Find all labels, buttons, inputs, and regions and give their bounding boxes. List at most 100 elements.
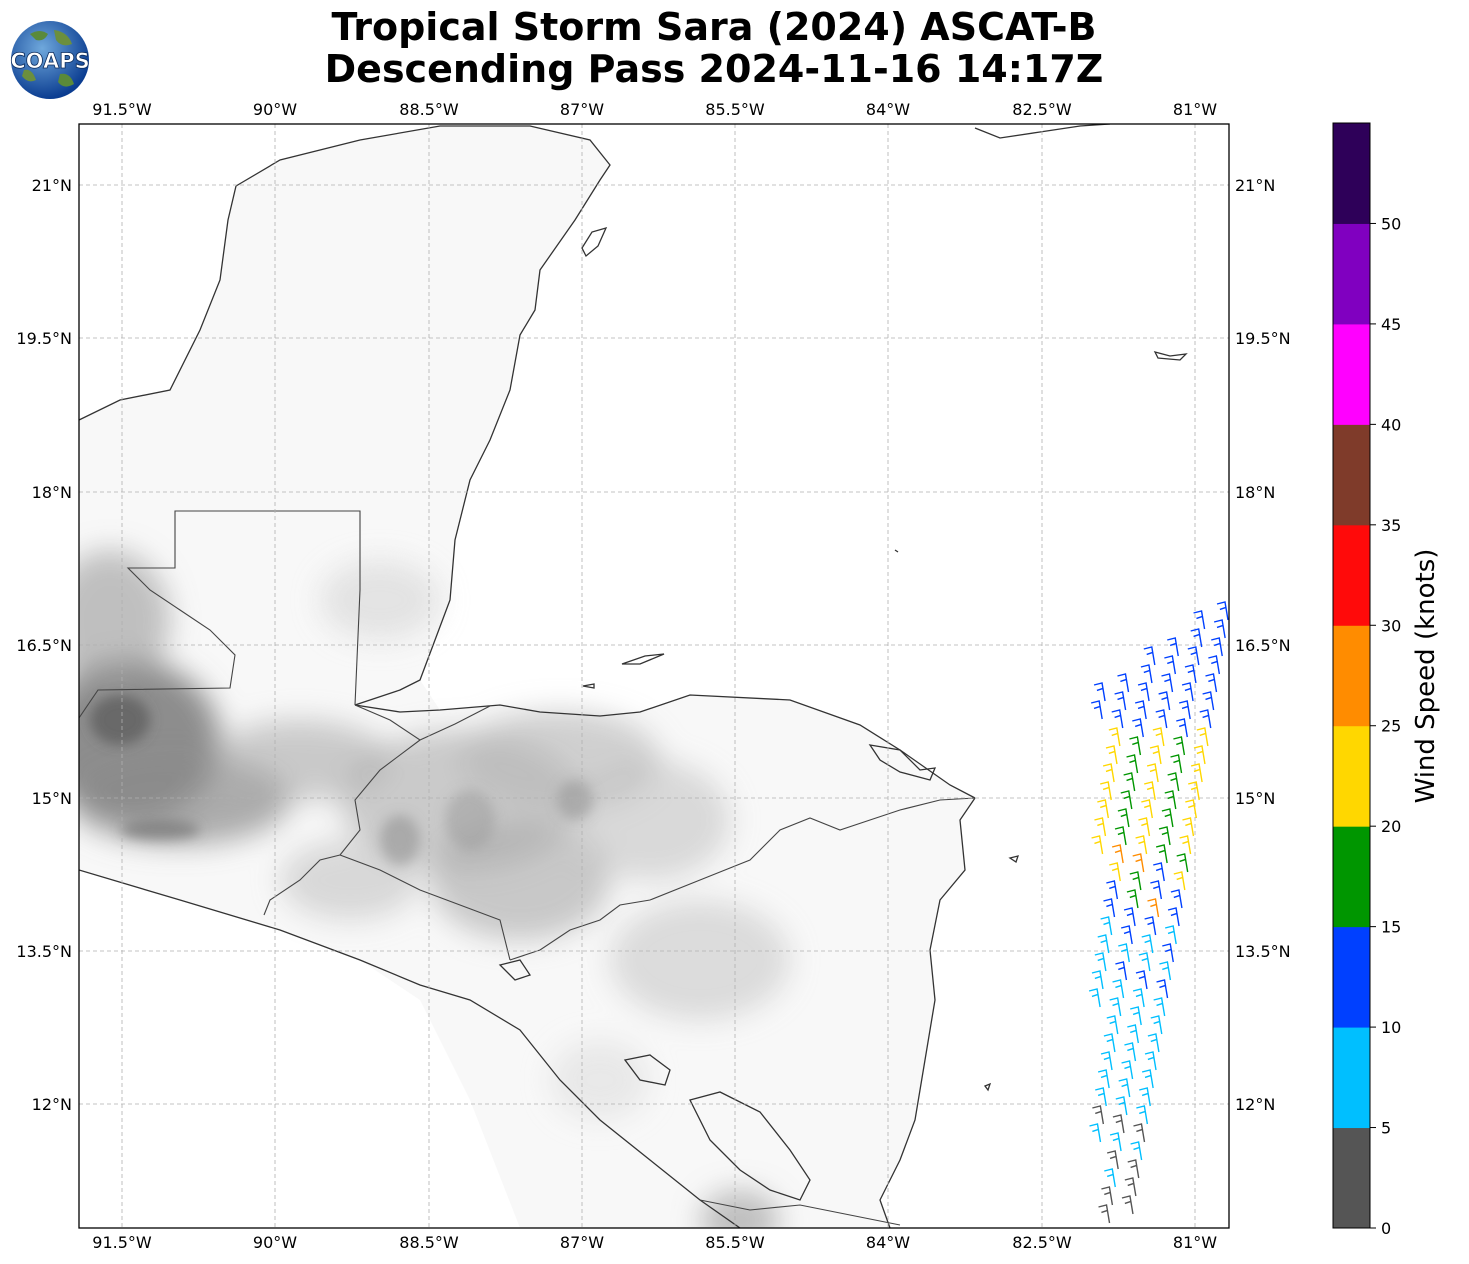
wind-barb xyxy=(1123,772,1136,792)
wind-barb xyxy=(1098,1204,1111,1224)
wind-barb xyxy=(1123,907,1136,927)
colorbar-tick-label: 20 xyxy=(1381,817,1401,836)
wind-barb xyxy=(1149,745,1162,765)
wind-barb xyxy=(1121,1060,1134,1080)
wind-barb xyxy=(1158,691,1171,711)
wind-barb xyxy=(1153,997,1166,1017)
colorbar-tick-label: 35 xyxy=(1381,516,1401,535)
wind-barb xyxy=(1091,970,1104,990)
coastlines xyxy=(79,124,1188,1228)
wind-barb xyxy=(1170,754,1183,774)
lat-tick-left: 15°N xyxy=(32,789,72,808)
wind-barb xyxy=(1109,997,1122,1017)
wind-barb xyxy=(1150,880,1163,900)
wind-barbs xyxy=(1088,601,1229,1224)
wind-barb xyxy=(1103,898,1116,918)
logo-text: COAPS xyxy=(10,49,89,73)
wind-barb xyxy=(1092,1105,1105,1125)
colorbar-label: Wind Speed (knots) xyxy=(1411,548,1441,804)
wind-barb xyxy=(1150,1015,1163,1035)
wind-barb xyxy=(1178,700,1191,720)
wind-barb xyxy=(1100,1051,1113,1071)
lon-tick-top: 91.5°W xyxy=(92,100,152,119)
wind-barb xyxy=(1114,691,1127,711)
lat-tick-left: 19.5°N xyxy=(16,329,72,348)
colorbar-tick-label: 15 xyxy=(1381,918,1401,937)
lon-tick-top: 90°W xyxy=(253,100,297,119)
wind-barb xyxy=(1181,682,1194,702)
wind-barb xyxy=(1208,655,1221,675)
wind-barb xyxy=(1139,1087,1151,1107)
colorbar-segment xyxy=(1333,1027,1370,1129)
wind-barb xyxy=(1126,889,1139,909)
wind-barb xyxy=(1102,763,1115,783)
wind-barb xyxy=(1147,898,1160,918)
colorbar-segment xyxy=(1333,123,1370,224)
wind-barb xyxy=(1193,745,1206,765)
wind-barb xyxy=(1176,853,1189,873)
colorbar-segment xyxy=(1333,625,1370,727)
wind-barb xyxy=(1132,718,1144,738)
country-borders xyxy=(79,510,976,1226)
wind-barb xyxy=(1091,835,1104,855)
wind-barb xyxy=(1117,673,1130,693)
colorbar-tick-label: 40 xyxy=(1381,415,1401,434)
wind-barb xyxy=(1105,745,1118,765)
wind-barb xyxy=(1135,970,1148,990)
lon-tick-bottom: 90°W xyxy=(253,1233,297,1252)
wind-speed-colorbar: 0 5 10 15 20 25 30 35 40 45 50 xyxy=(1332,122,1401,1238)
wind-barb xyxy=(1193,610,1206,630)
colorbar-segment xyxy=(1333,826,1370,928)
wind-barb xyxy=(1167,772,1180,792)
wind-barb xyxy=(1130,1141,1143,1161)
wind-barb xyxy=(1182,817,1195,837)
wind-barb xyxy=(1140,664,1153,684)
wind-barb xyxy=(1144,781,1156,801)
map-title-line-1: Tropical Storm Sara (2024) ASCAT-B xyxy=(331,5,1097,49)
wind-barb xyxy=(1144,1051,1157,1071)
wind-barb xyxy=(1114,826,1127,846)
wind-barb xyxy=(1115,961,1128,981)
wind-barb xyxy=(1100,916,1113,936)
wind-barb xyxy=(1097,1069,1110,1089)
wind-barb xyxy=(1176,718,1188,738)
wind-barb xyxy=(1164,925,1177,945)
wind-barb xyxy=(1117,808,1130,828)
wind-barb xyxy=(1109,1132,1122,1152)
wind-barb xyxy=(1101,1186,1114,1206)
wind-barb xyxy=(1153,862,1165,882)
wind-barb xyxy=(1179,835,1192,855)
wind-barb xyxy=(1187,646,1200,666)
wind-barb xyxy=(1118,1078,1131,1098)
terrain-detail xyxy=(90,695,593,865)
lon-tick-top: 88.5°W xyxy=(399,100,459,119)
wind-barb xyxy=(1126,754,1139,774)
colorbar-segment xyxy=(1333,424,1370,526)
wind-barb xyxy=(1161,808,1174,828)
colorbar-tick-label: 30 xyxy=(1381,616,1401,635)
lat-tick-right: 16.5°N xyxy=(1235,636,1291,655)
wind-barb xyxy=(1141,799,1154,819)
wind-barb xyxy=(1097,799,1110,819)
colorbar-tick-label: 10 xyxy=(1381,1018,1401,1037)
lat-tick-left: 13.5°N xyxy=(16,942,72,961)
wind-barb xyxy=(1129,736,1142,756)
wind-barb xyxy=(1173,871,1186,891)
wind-barb xyxy=(1161,673,1174,693)
wind-barb xyxy=(1156,979,1169,999)
lat-tick-left: 18°N xyxy=(32,483,72,502)
wind-barb xyxy=(1138,817,1151,837)
wind-barb xyxy=(1143,646,1156,666)
wind-barb xyxy=(1121,1195,1134,1215)
lon-tick-bottom: 91.5°W xyxy=(92,1233,152,1252)
wind-barb xyxy=(1164,790,1177,810)
wind-barb xyxy=(1162,943,1174,963)
wind-barb xyxy=(1135,835,1148,855)
colorbar-tick-label: 50 xyxy=(1381,214,1401,233)
lon-tick-top: 84°W xyxy=(866,100,910,119)
wind-barb xyxy=(1152,727,1165,747)
wind-barb xyxy=(1188,781,1200,801)
coaps-globe-logo-icon: COAPS xyxy=(10,21,90,99)
wind-barb xyxy=(1094,817,1107,837)
lon-tick-labels-bottom: 91.5°W 90°W 88.5°W 87°W 85.5°W 84°W 82.5… xyxy=(92,1233,1217,1252)
